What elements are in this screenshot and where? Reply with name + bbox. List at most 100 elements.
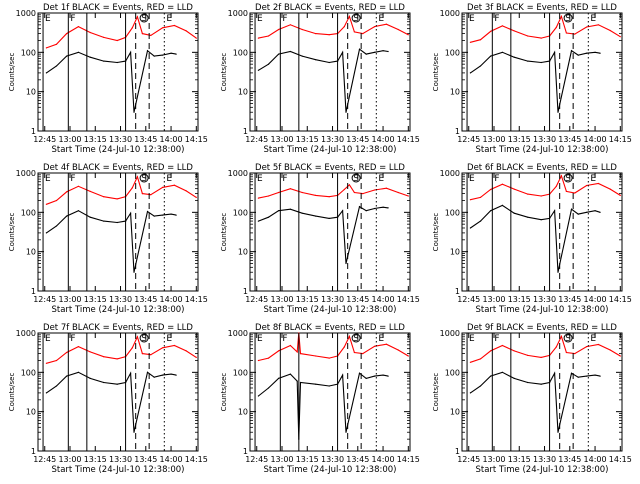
data-point-events bbox=[257, 395, 259, 397]
data-point-lld bbox=[609, 29, 611, 32]
x-tick-label: 12:45 bbox=[245, 295, 268, 304]
data-point-lld bbox=[162, 27, 164, 29]
data-point-events bbox=[479, 220, 482, 222]
data-point-events bbox=[296, 380, 298, 382]
data-point-events bbox=[358, 48, 361, 50]
data-point-events bbox=[577, 213, 579, 215]
data-point-lld bbox=[586, 346, 588, 348]
data-point-events bbox=[374, 207, 376, 210]
data-point-lld bbox=[315, 194, 317, 196]
data-point-events bbox=[116, 221, 118, 224]
data-point-lld bbox=[141, 193, 143, 195]
series-line-lld bbox=[470, 334, 621, 363]
data-point-events bbox=[599, 52, 601, 54]
x-axis-label: Start Time (24-Jul-10 12:38:00) bbox=[264, 465, 397, 475]
x-tick-label: 13:15 bbox=[84, 455, 107, 464]
x-tick-label: 14:00 bbox=[584, 295, 607, 304]
x-tick-label: 13:30 bbox=[109, 295, 132, 304]
data-point-lld bbox=[586, 26, 588, 28]
saa-marker-circle bbox=[139, 333, 149, 343]
data-point-lld bbox=[77, 26, 79, 28]
x-tick-label: 13:15 bbox=[508, 455, 531, 464]
data-point-lld bbox=[397, 349, 399, 351]
series-line-events bbox=[470, 204, 601, 273]
data-point-lld bbox=[501, 344, 503, 347]
data-point-lld bbox=[173, 24, 175, 27]
marker-label: F bbox=[70, 174, 75, 184]
marker-label: S bbox=[565, 334, 571, 344]
data-point-lld bbox=[116, 358, 118, 360]
x-tick-label: 13:30 bbox=[533, 135, 556, 144]
data-point-lld bbox=[103, 36, 105, 39]
x-tick-label: 13:45 bbox=[346, 295, 369, 304]
x-tick-label: 12:45 bbox=[457, 295, 480, 304]
x-tick-label: 13:30 bbox=[321, 295, 344, 304]
series-line-lld bbox=[46, 335, 197, 364]
x-tick-label: 13:15 bbox=[508, 135, 531, 144]
x-tick-label: 14:00 bbox=[160, 295, 183, 304]
data-point-lld bbox=[299, 353, 302, 355]
x-tick-label: 13:45 bbox=[346, 455, 369, 464]
series-line-events bbox=[46, 371, 177, 433]
y-axis-label: Counts/sec bbox=[432, 373, 440, 412]
data-point-events bbox=[146, 50, 149, 52]
data-point-events bbox=[554, 51, 556, 53]
data-point-events bbox=[315, 59, 317, 61]
y-axis-label: Counts/sec bbox=[8, 213, 16, 252]
x-axis-label: Start Time (24-Jul-10 12:38:00) bbox=[264, 145, 397, 155]
plot-frame bbox=[461, 12, 623, 132]
data-point-events bbox=[513, 56, 515, 58]
marker-label: E bbox=[257, 174, 263, 184]
data-point-lld bbox=[353, 351, 355, 354]
y-tick-label: 1 bbox=[455, 447, 460, 456]
x-tick-label: 13:00 bbox=[270, 135, 293, 144]
data-point-events bbox=[133, 431, 135, 433]
data-point-lld bbox=[173, 344, 175, 347]
data-point-lld bbox=[560, 335, 563, 337]
data-point-events bbox=[501, 204, 503, 206]
data-point-lld bbox=[343, 188, 345, 191]
series-line-events bbox=[470, 371, 601, 433]
data-point-events bbox=[130, 51, 132, 53]
marker-label: S bbox=[141, 14, 147, 24]
data-point-lld bbox=[540, 356, 542, 358]
marker-label: E bbox=[469, 334, 475, 344]
data-point-lld bbox=[469, 361, 471, 363]
data-point-lld bbox=[45, 362, 48, 364]
data-point-lld bbox=[150, 34, 152, 37]
data-point-events bbox=[382, 206, 384, 208]
y-tick-label: 1 bbox=[455, 127, 460, 136]
data-point-lld bbox=[609, 349, 611, 351]
y-tick-label: 10 bbox=[26, 248, 36, 257]
marker-label: F bbox=[282, 174, 287, 184]
data-point-lld bbox=[267, 35, 270, 37]
data-point-events bbox=[342, 374, 344, 376]
data-point-events bbox=[387, 375, 389, 377]
data-point-events bbox=[146, 210, 149, 213]
marker-label: E bbox=[257, 14, 263, 24]
x-tick-label: 14:00 bbox=[372, 135, 395, 144]
x-axis-label: Start Time (24-Jul-10 12:38:00) bbox=[476, 145, 609, 155]
x-tick-label: 14:15 bbox=[609, 455, 632, 464]
data-point-events bbox=[342, 51, 344, 53]
data-point-events bbox=[570, 372, 573, 374]
data-point-events bbox=[527, 60, 529, 62]
x-tick-label: 13:15 bbox=[296, 135, 319, 144]
saa-marker-circle bbox=[351, 13, 361, 23]
panel-title: Det 9f BLACK = Events, RED = LLD bbox=[467, 323, 617, 333]
x-tick-label: 14:15 bbox=[185, 455, 208, 464]
data-point-events bbox=[365, 53, 367, 55]
data-point-lld bbox=[490, 188, 492, 191]
data-point-lld bbox=[131, 27, 133, 29]
panel-title: Det 5f BLACK = Events, RED = LLD bbox=[255, 163, 405, 173]
x-tick-label: 12:45 bbox=[33, 135, 56, 144]
data-point-events bbox=[557, 111, 559, 113]
y-tick-label: 1 bbox=[31, 447, 36, 456]
marker-label: S bbox=[565, 174, 571, 184]
panel-title: Det 3f BLACK = Events, RED = LLD bbox=[467, 3, 617, 13]
marker-label: E bbox=[469, 174, 475, 184]
data-point-lld bbox=[353, 191, 355, 194]
data-point-events bbox=[289, 50, 291, 53]
detector-panel-8: Det 8f BLACK = Events, RED = LLD 1 10 100 10… bbox=[220, 323, 420, 475]
